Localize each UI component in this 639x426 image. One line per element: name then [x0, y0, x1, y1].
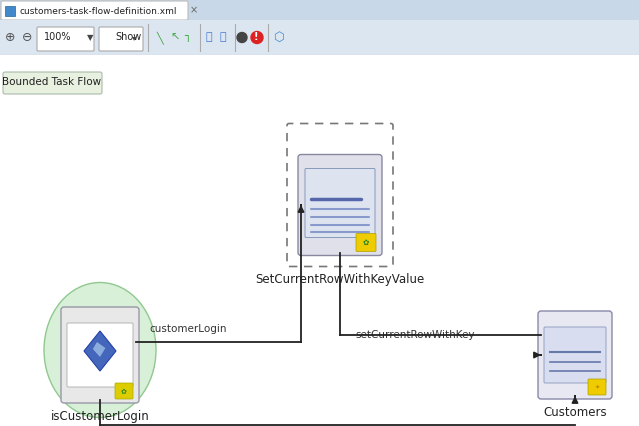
Ellipse shape: [44, 282, 156, 417]
FancyBboxPatch shape: [305, 169, 375, 238]
Text: ⊖: ⊖: [22, 31, 33, 44]
Polygon shape: [84, 331, 116, 371]
FancyBboxPatch shape: [0, 0, 639, 20]
FancyBboxPatch shape: [356, 233, 376, 251]
FancyBboxPatch shape: [61, 307, 139, 403]
Text: ⊕: ⊕: [5, 31, 15, 44]
Text: ×: ×: [190, 5, 198, 15]
FancyBboxPatch shape: [67, 323, 133, 387]
FancyBboxPatch shape: [115, 383, 133, 399]
Text: ✿: ✿: [363, 238, 369, 247]
Text: ▾: ▾: [132, 33, 136, 42]
Text: setCurrentRowWithKey: setCurrentRowWithKey: [355, 330, 475, 340]
Text: 100%: 100%: [44, 32, 72, 43]
Text: Customers: Customers: [543, 406, 607, 419]
Text: ✿: ✿: [121, 388, 127, 394]
Circle shape: [251, 32, 263, 43]
Text: ⬜: ⬜: [206, 32, 213, 43]
FancyBboxPatch shape: [99, 27, 143, 51]
Text: ╲: ╲: [156, 31, 163, 44]
Text: isCustomerLogin: isCustomerLogin: [50, 410, 150, 423]
Text: Show: Show: [115, 32, 141, 43]
Circle shape: [237, 32, 247, 43]
Text: ↖: ↖: [170, 32, 180, 43]
Text: customerLogin: customerLogin: [150, 323, 227, 334]
Text: ✦: ✦: [594, 385, 599, 389]
Text: ⬛: ⬛: [220, 32, 227, 43]
FancyBboxPatch shape: [0, 20, 639, 55]
Text: Bounded Task Flow: Bounded Task Flow: [3, 77, 102, 87]
Text: customers-task-flow-definition.xml: customers-task-flow-definition.xml: [19, 6, 176, 15]
FancyBboxPatch shape: [37, 27, 94, 51]
FancyBboxPatch shape: [538, 311, 612, 399]
Text: ⬡: ⬡: [273, 31, 284, 44]
FancyBboxPatch shape: [1, 1, 188, 20]
Text: !: !: [254, 32, 258, 43]
FancyBboxPatch shape: [5, 6, 15, 16]
FancyBboxPatch shape: [588, 379, 606, 395]
Text: ┐: ┐: [184, 32, 191, 43]
FancyBboxPatch shape: [3, 72, 102, 94]
FancyBboxPatch shape: [298, 155, 382, 256]
Polygon shape: [93, 342, 105, 357]
Text: SetCurrentRowWithKeyValue: SetCurrentRowWithKeyValue: [256, 273, 425, 285]
FancyBboxPatch shape: [544, 327, 606, 383]
Text: ▼: ▼: [87, 33, 93, 42]
